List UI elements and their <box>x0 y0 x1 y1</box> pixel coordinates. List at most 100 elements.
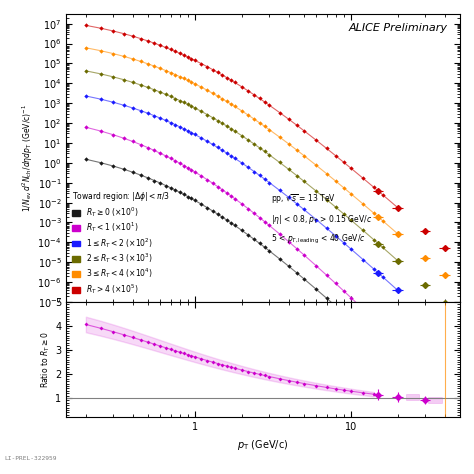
Point <box>209 358 217 366</box>
Point <box>261 218 268 226</box>
Point <box>245 164 252 171</box>
Point <box>256 172 264 179</box>
Point <box>323 272 330 279</box>
Point <box>151 39 158 47</box>
Point <box>379 244 386 251</box>
Y-axis label: $1/N_{\mathrm{ev}}\, d^2N_{\mathrm{ch}}/d\eta dp_{\mathrm{T}}$ (GeV/c)$^{-1}$: $1/N_{\mathrm{ev}}\, d^2N_{\mathrm{ch}}/… <box>20 104 35 212</box>
Point <box>156 149 164 157</box>
Point <box>276 187 283 194</box>
Point <box>347 245 355 253</box>
Point <box>167 46 174 53</box>
Point <box>332 203 339 211</box>
Point <box>151 146 158 154</box>
Point <box>97 25 105 32</box>
Point <box>265 373 273 380</box>
Point <box>167 184 174 191</box>
Point <box>180 162 188 169</box>
Point <box>223 189 230 197</box>
Point <box>176 123 183 131</box>
Point <box>394 257 401 264</box>
Point <box>285 238 292 246</box>
Point <box>227 125 235 132</box>
Point <box>120 135 128 142</box>
Point <box>120 53 128 60</box>
Point <box>312 137 320 144</box>
Point <box>162 44 170 51</box>
Point <box>231 155 238 162</box>
Point <box>223 74 230 82</box>
Point <box>359 327 367 335</box>
Point <box>151 177 158 184</box>
Point <box>265 222 273 229</box>
Point <box>256 214 264 221</box>
Point <box>184 164 191 172</box>
Point <box>144 83 152 91</box>
Point <box>156 64 164 72</box>
Point <box>144 109 152 117</box>
Point <box>227 219 235 227</box>
Text: 5 < $p_{T,\mathrm{leading}}$ < 40 GeV/$c$: 5 < $p_{T,\mathrm{leading}}$ < 40 GeV/$c… <box>271 233 365 246</box>
Point <box>172 95 179 102</box>
Point <box>312 162 320 169</box>
Point <box>370 236 377 243</box>
Point <box>223 122 230 130</box>
Point <box>312 285 320 293</box>
Point <box>97 128 105 135</box>
Point <box>198 172 205 180</box>
Point <box>137 171 145 179</box>
Point <box>219 146 226 154</box>
Point <box>285 140 292 148</box>
Point <box>370 337 377 344</box>
Point <box>379 324 386 331</box>
Point <box>231 195 238 202</box>
Point <box>256 371 264 378</box>
Point <box>209 66 217 73</box>
Point <box>162 67 170 74</box>
Point <box>231 365 238 372</box>
Point <box>151 112 158 119</box>
Point <box>172 121 179 128</box>
Point <box>256 239 264 247</box>
Point <box>97 325 105 332</box>
Point <box>172 347 179 355</box>
Point <box>184 351 191 358</box>
Point <box>340 386 347 394</box>
Point <box>198 134 205 142</box>
Point <box>203 204 211 211</box>
Point <box>323 145 330 152</box>
Point <box>293 200 301 208</box>
Point <box>109 131 117 138</box>
Point <box>293 121 301 129</box>
Point <box>188 102 195 110</box>
Point <box>129 32 137 40</box>
Point <box>245 368 252 375</box>
Point <box>167 93 174 100</box>
Point <box>184 193 191 201</box>
Point <box>188 166 195 173</box>
Point <box>332 152 339 160</box>
Point <box>144 144 152 151</box>
Point <box>214 117 221 124</box>
Point <box>250 236 258 243</box>
Point <box>340 210 347 218</box>
Point <box>129 138 137 146</box>
Point <box>238 227 246 234</box>
Point <box>340 184 347 191</box>
Point <box>214 144 221 151</box>
Point <box>97 159 105 166</box>
Point <box>176 50 183 57</box>
Point <box>191 131 199 138</box>
Text: ALICE Preliminary: ALICE Preliminary <box>349 23 448 33</box>
Point <box>156 114 164 122</box>
Point <box>176 348 183 356</box>
Point <box>209 141 217 148</box>
Point <box>82 53 90 60</box>
Point <box>293 378 301 386</box>
Point <box>238 132 246 139</box>
Point <box>276 159 283 166</box>
Point <box>209 90 217 97</box>
Y-axis label: Ratio to $R_T \geq 0$: Ratio to $R_T \geq 0$ <box>40 331 53 388</box>
Point <box>231 102 238 110</box>
Point <box>137 141 145 148</box>
Point <box>172 48 179 55</box>
